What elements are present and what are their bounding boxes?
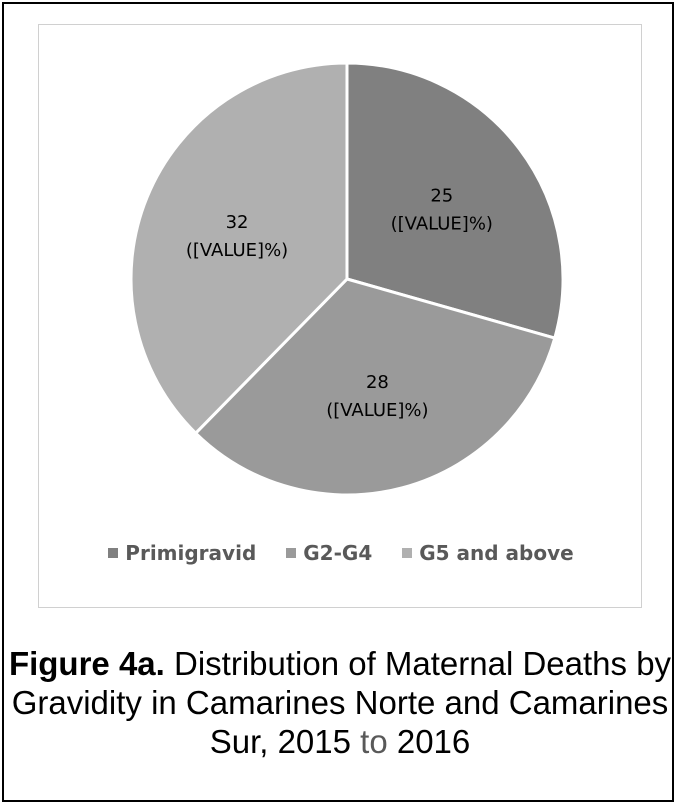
- pie-chart-area: 25 ([VALUE]%) 28 ([VALUE]%) 32 ([VALUE]%) Pri…: [38, 24, 642, 608]
- legend: Primigravid G2-G4 G5 and above: [39, 541, 643, 565]
- slice-percent-label: ([VALUE]%): [326, 400, 428, 421]
- figure-caption: Figure 4a. Distribution of Maternal Deat…: [4, 644, 676, 761]
- legend-label: Primigravid: [125, 541, 257, 565]
- legend-swatch: [286, 548, 297, 558]
- pie-slice-primigravid: [345, 61, 565, 340]
- caption-text-end: 2016: [387, 723, 471, 760]
- legend-label: G5 and above: [419, 541, 574, 565]
- pie-slice-g2-g4: [193, 277, 557, 497]
- caption-text-to: to: [360, 723, 388, 760]
- legend-swatch: [108, 548, 119, 558]
- pie-chart: 25 ([VALUE]%) 28 ([VALUE]%) 32 ([VALUE]%): [129, 61, 565, 497]
- legend-item: Primigravid: [108, 541, 256, 565]
- legend-item: G5 and above: [402, 541, 574, 565]
- slice-percent-label: ([VALUE]%): [186, 240, 288, 261]
- slice-percent-label: ([VALUE]%): [391, 213, 493, 234]
- slice-value-label: 28: [366, 372, 389, 393]
- pie-slice-g5-and-above: [129, 61, 349, 436]
- legend-item: G2-G4: [286, 541, 372, 565]
- figure-frame: 25 ([VALUE]%) 28 ([VALUE]%) 32 ([VALUE]%) Pri…: [2, 2, 674, 802]
- caption-figure-number: Figure 4a.: [8, 645, 165, 682]
- legend-label: G2-G4: [303, 541, 373, 565]
- legend-swatch: [402, 548, 413, 558]
- slice-value-label: 32: [226, 212, 249, 233]
- slice-value-label: 25: [430, 185, 453, 206]
- caption-text: Distribution of Maternal Deaths by Gravi…: [11, 645, 672, 760]
